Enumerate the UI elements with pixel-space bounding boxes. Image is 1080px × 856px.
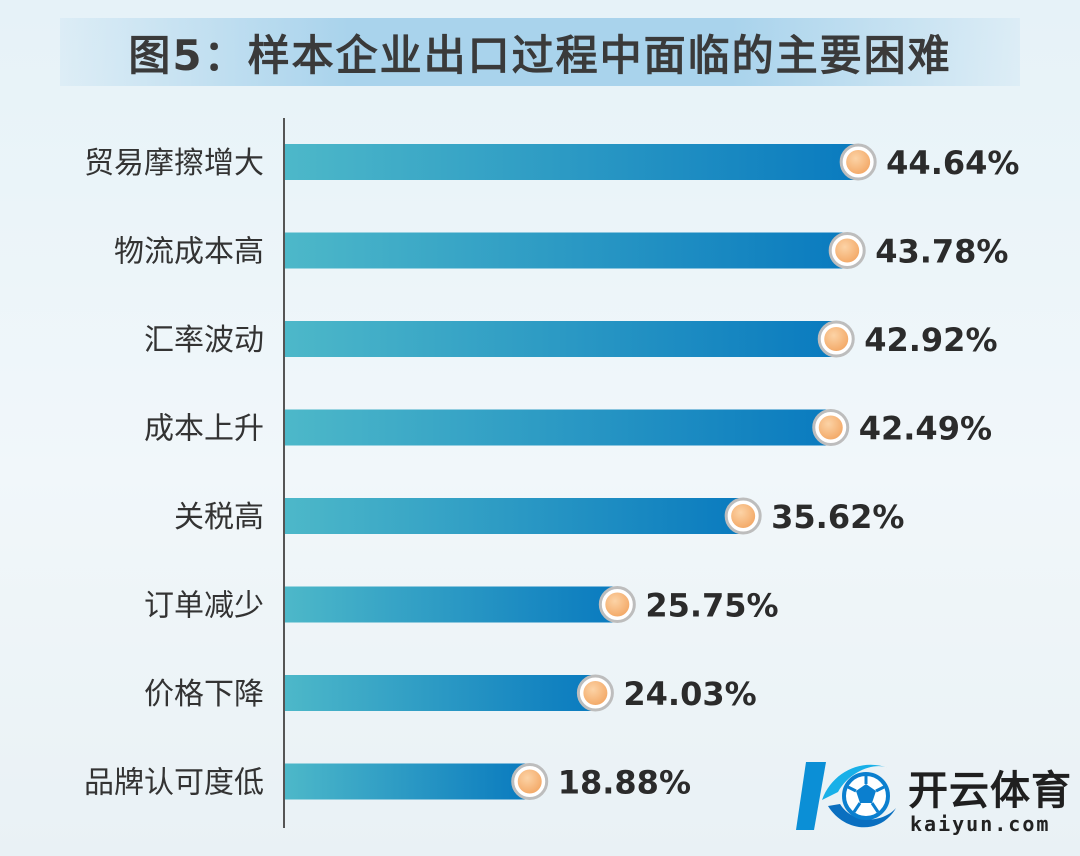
value-marker	[731, 504, 756, 528]
category-label: 成本上升	[144, 412, 264, 447]
category-label: 贸易摩擦增大	[84, 146, 264, 181]
bar	[285, 498, 740, 534]
category-label: 关税高	[174, 500, 264, 535]
bar	[285, 232, 844, 269]
category-label: 品牌认可度低	[84, 766, 264, 801]
value-marker	[605, 592, 630, 617]
category-label: 价格下降	[144, 677, 264, 712]
value-label: 35.62%	[771, 498, 904, 536]
bars-layer: 贸易摩擦增大 44.64% 物流成本高 43.78% 汇率波动 42.92% 成本上升 42.…	[84, 143, 1019, 802]
value-marker	[846, 150, 871, 174]
bar	[285, 144, 855, 180]
value-label: 44.64%	[886, 144, 1019, 182]
value-marker	[824, 327, 849, 351]
category-label: 汇率波动	[144, 323, 264, 358]
bar	[285, 675, 592, 711]
value-marker	[818, 415, 843, 440]
chart-title: 图5：样本企业出口过程中面临的主要困难	[128, 31, 952, 80]
value-marker	[517, 769, 542, 794]
value-marker	[583, 681, 608, 705]
value-label: 42.49%	[859, 410, 992, 448]
value-label: 25.75%	[645, 587, 778, 625]
watermark-text-cn: 开云体育	[908, 768, 1072, 814]
bar	[285, 321, 833, 357]
bar	[285, 763, 526, 800]
kaiyun-football-logo-icon	[796, 762, 896, 830]
value-label: 24.03%	[623, 675, 756, 713]
bar	[285, 586, 614, 623]
value-label: 18.88%	[558, 764, 691, 802]
watermark-text-en: kaiyun.com	[910, 812, 1051, 836]
category-label: 物流成本高	[114, 235, 264, 270]
title-band	[60, 18, 1020, 86]
category-label: 订单减少	[144, 589, 264, 624]
watermark-logo: 开云体育 kaiyun.com	[792, 752, 1080, 848]
value-label: 43.78%	[875, 233, 1008, 271]
bar	[285, 409, 827, 446]
value-label: 42.92%	[864, 321, 997, 359]
value-marker	[835, 238, 860, 263]
